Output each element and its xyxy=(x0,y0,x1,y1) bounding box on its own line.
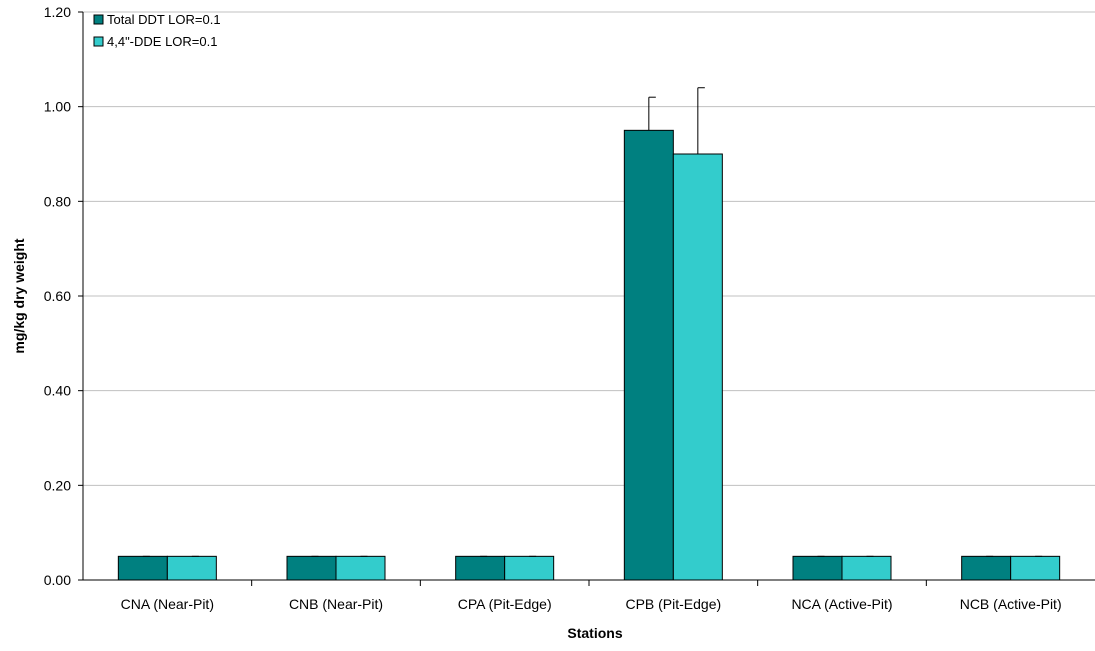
bar-total-ddt-3 xyxy=(623,129,674,581)
bar-total-ddt-1 xyxy=(286,555,337,581)
bars xyxy=(117,129,1061,581)
x-tick-label: NCB (Active-Pit) xyxy=(960,596,1062,612)
x-tick-label: CPA (Pit-Edge) xyxy=(458,596,552,612)
bar-dde-4 xyxy=(841,555,892,581)
y-tick-label: 1.00 xyxy=(44,99,71,115)
bar-dde-0 xyxy=(166,555,217,581)
tick-labels: 0.00 0.20 0.40 0.60 0.80 1.00 1.20 CNA (Near-Pi… xyxy=(44,4,1062,612)
x-tick-label: CPB (Pit-Edge) xyxy=(625,596,721,612)
y-tick-label: 1.20 xyxy=(44,4,71,20)
x-tick-label: CNB (Near-Pit) xyxy=(289,596,383,612)
legend-swatch xyxy=(93,36,104,47)
y-tick-label: 0.80 xyxy=(44,193,71,209)
x-axis-label: Stations xyxy=(567,625,622,641)
legend-label: 4,4"-DDE LOR=0.1 xyxy=(107,34,217,49)
y-tick-label: 0.20 xyxy=(44,477,71,493)
legend-label: Total DDT LOR=0.1 xyxy=(107,12,221,27)
bar-total-ddt-4 xyxy=(792,555,843,581)
legend-swatch xyxy=(93,14,104,25)
x-tick-label: CNA (Near-Pit) xyxy=(121,596,214,612)
bar-dde-2 xyxy=(504,555,555,581)
legend: Total DDT LOR=0.1 4,4"-DDE LOR=0.1 xyxy=(93,12,221,49)
bar-dde-5 xyxy=(1010,555,1061,581)
x-tick-label: NCA (Active-Pit) xyxy=(791,596,892,612)
axes xyxy=(78,11,1095,586)
y-tick-label: 0.40 xyxy=(44,383,71,399)
bar-dde-3 xyxy=(672,153,723,581)
y-tick-label: 0.60 xyxy=(44,288,71,304)
gridlines xyxy=(83,11,1095,486)
error-bars xyxy=(142,87,1043,557)
bar-total-ddt-5 xyxy=(961,555,1012,581)
bar-dde-1 xyxy=(335,555,386,581)
y-tick-label: 0.00 xyxy=(44,572,71,588)
bar-total-ddt-2 xyxy=(455,555,506,581)
bar-total-ddt-0 xyxy=(117,555,168,581)
y-axis-label: mg/kg dry weight xyxy=(11,238,27,353)
